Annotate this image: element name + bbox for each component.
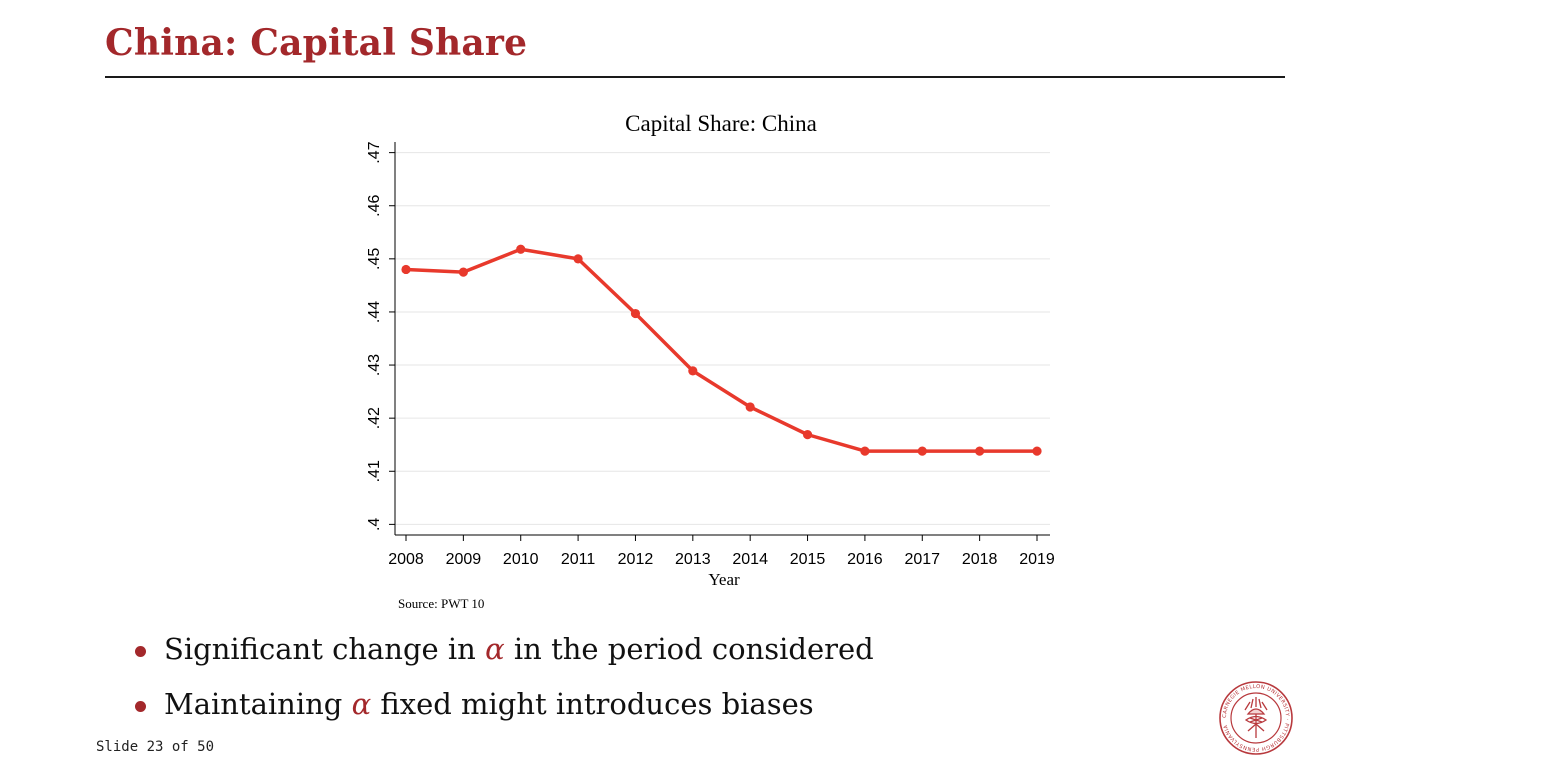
data-point (401, 264, 411, 275)
data-point (688, 366, 698, 376)
data-point (975, 446, 985, 456)
x-tick-label: 2009 (446, 551, 482, 568)
data-point (802, 430, 813, 440)
x-tick-label: 2010 (503, 551, 539, 568)
y-tick-label: .4 (366, 518, 383, 531)
data-point (516, 244, 526, 254)
y-tick-label: .44 (366, 301, 383, 323)
bullet-item: Maintaining α fixed might introduces bia… (135, 687, 874, 742)
data-series (401, 244, 1042, 456)
alpha-symbol: α (485, 632, 505, 666)
data-point (1032, 446, 1042, 456)
alpha-symbol: α (351, 687, 372, 721)
source-note: Source: PWT 10 (398, 596, 484, 611)
series-line (404, 247, 1039, 453)
y-tick-label: .41 (366, 460, 383, 482)
x-tick-label: 2015 (790, 551, 826, 568)
x-axis-label: Year (708, 570, 740, 589)
x-tick-label: 2016 (847, 551, 883, 568)
data-point (917, 446, 927, 456)
chart-title: Capital Share: China (625, 111, 817, 136)
slide-title: China: Capital Share (105, 22, 528, 64)
data-point (630, 308, 641, 319)
x-tick-label: 2014 (732, 551, 768, 568)
data-point (458, 267, 468, 277)
bullet-text: fixed might introduces biases (371, 687, 814, 721)
bullet-item: Significant change in α in the period co… (135, 632, 874, 687)
y-tick-label: .46 (366, 195, 383, 217)
x-tick-label: 2013 (675, 551, 711, 568)
slide-counter: Slide 23 of 50 (96, 739, 215, 755)
bullet-dot-icon (135, 646, 146, 657)
carnegie-mellon-seal-icon: CARNEGIE MELLON UNIVERSITY · PITTSBURGH … (1219, 681, 1293, 755)
x-tick-label: 2018 (962, 551, 998, 568)
data-point (860, 446, 870, 456)
x-tick-label: 2019 (1019, 551, 1055, 568)
gridlines (395, 152, 1050, 525)
data-point (745, 402, 755, 412)
y-tick-label: .43 (366, 354, 383, 376)
bullet-text: Significant change in (164, 632, 486, 666)
y-tick-label: .47 (366, 141, 383, 163)
x-axis-ticks: 2008 2009 2010 2011 2012 2013 2014 2015 2016 2017… (388, 535, 1055, 568)
bullet-dot-icon (135, 701, 146, 712)
x-tick-label: 2008 (388, 551, 424, 568)
x-tick-label: 2011 (561, 551, 596, 568)
y-axis-ticks: .4 .41 .42 .43 .44 .45 .46 .47 (366, 141, 395, 531)
bullet-text: in the period considered (504, 632, 874, 666)
bullet-list: Significant change in α in the period co… (135, 632, 874, 742)
title-rule (105, 76, 1285, 78)
x-tick-label: 2012 (618, 551, 654, 568)
y-tick-label: .42 (366, 407, 383, 429)
bullet-text: Maintaining (164, 687, 352, 721)
x-tick-label: 2017 (904, 551, 940, 568)
chart-container: Capital Share: China .4.41.42.43.44.45.4… (340, 100, 1080, 620)
data-point (573, 254, 583, 264)
line-chart: Capital Share: China .4.41.42.43.44.45.4… (366, 111, 1055, 611)
y-tick-label: .45 (366, 248, 383, 270)
